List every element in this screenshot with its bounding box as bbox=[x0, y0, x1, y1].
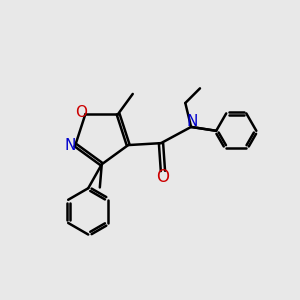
Text: O: O bbox=[75, 105, 87, 120]
Text: O: O bbox=[156, 168, 170, 186]
Text: N: N bbox=[186, 114, 198, 129]
Text: N: N bbox=[64, 138, 76, 153]
